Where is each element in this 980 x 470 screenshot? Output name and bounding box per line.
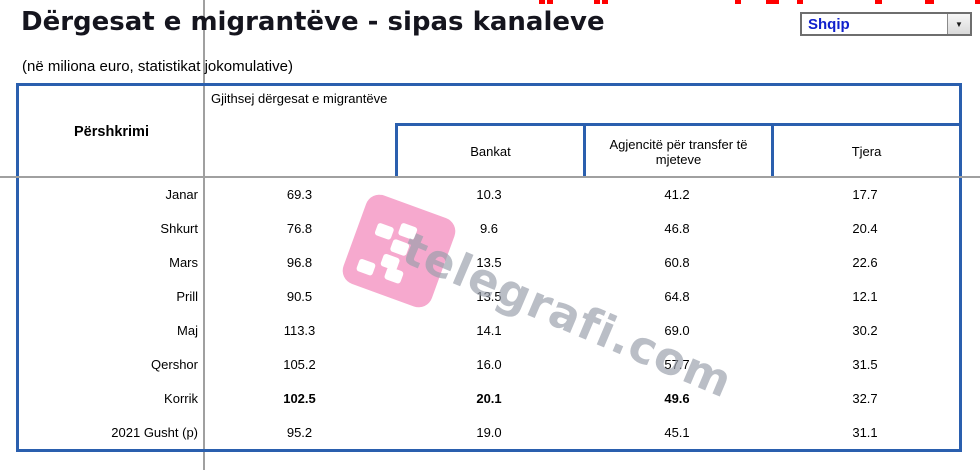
table-row: Korrik 102.5 20.1 49.6 32.7 [19, 381, 959, 415]
red-text-fragment [539, 0, 545, 4]
value-total: 96.8 [286, 254, 313, 270]
month-label: Korrik [164, 390, 198, 406]
value-banks: 14.1 [476, 322, 502, 338]
value-total: 113.3 [283, 322, 316, 338]
value-agencies: 46.8 [664, 220, 690, 236]
value-other: 31.5 [852, 356, 878, 372]
red-text-fragment [602, 0, 608, 4]
language-select[interactable]: Shqip ▼ [800, 12, 972, 36]
value-other: 30.2 [852, 322, 878, 338]
value-agencies: 64.8 [664, 288, 690, 304]
table-body: Janar 69.3 10.3 41.2 17.7 Shkurt 76.8 9.6 46.8 20… [19, 177, 959, 449]
value-banks: 20.1 [476, 390, 502, 406]
value-total: 90.5 [286, 288, 313, 304]
horizontal-gridline [0, 176, 980, 178]
value-banks: 9.6 [479, 220, 499, 236]
table-row: Shkurt 76.8 9.6 46.8 20.4 [19, 211, 959, 245]
column-header-other: Tjera [771, 123, 959, 177]
value-banks: 19.0 [476, 424, 502, 440]
language-select-value: Shqip [808, 15, 850, 33]
vertical-gridline [203, 0, 205, 470]
value-agencies: 60.8 [664, 254, 690, 270]
value-other: 12.1 [852, 288, 878, 304]
red-text-fragment [547, 0, 553, 4]
value-agencies: 41.2 [664, 186, 690, 202]
page-subtitle: (në miliona euro, statistikat jokomulati… [22, 58, 293, 75]
value-total: 102.5 [283, 390, 316, 406]
red-text-fragment [975, 0, 980, 4]
red-text-fragment [797, 0, 803, 4]
value-total: 69.3 [286, 186, 313, 202]
table-row: Prill 90.5 13.5 64.8 12.1 [19, 279, 959, 313]
dropdown-button[interactable]: ▼ [947, 14, 970, 34]
value-agencies: 49.6 [664, 390, 690, 406]
value-banks: 13.5 [476, 288, 502, 304]
red-text-fragment [735, 0, 741, 4]
red-text-fragment [766, 0, 779, 4]
value-other: 31.1 [852, 424, 878, 440]
value-other: 17.7 [852, 186, 878, 202]
month-label: 2021 Gusht (p) [111, 424, 198, 440]
description-column-header: Përshkrimi [74, 123, 149, 140]
value-total: 76.8 [286, 220, 313, 236]
value-agencies: 69.0 [664, 322, 690, 338]
month-label: Shkurt [160, 220, 198, 236]
red-text-fragment [925, 0, 934, 4]
value-other: 32.7 [852, 390, 878, 406]
value-agencies: 57.7 [664, 356, 690, 372]
column-header-banks: Bankat [395, 123, 583, 177]
table-row: 2021 Gusht (p) 95.2 19.0 45.1 31.1 [19, 415, 959, 449]
remittances-table: Përshkrimi Gjithsej dërgesat e migrantëv… [16, 83, 962, 452]
total-group-header: Gjithsej dërgesat e migrantëve [211, 91, 388, 106]
table-row: Maj 113.3 14.1 69.0 30.2 [19, 313, 959, 347]
chevron-down-icon: ▼ [955, 19, 963, 29]
value-banks: 10.3 [476, 186, 502, 202]
value-other: 20.4 [852, 220, 878, 236]
month-label: Qershor [151, 356, 198, 372]
table-row: Janar 69.3 10.3 41.2 17.7 [19, 177, 959, 211]
table-row: Qershor 105.2 16.0 57.7 31.5 [19, 347, 959, 381]
month-label: Maj [177, 322, 198, 338]
table-row: Mars 96.8 13.5 60.8 22.6 [19, 245, 959, 279]
column-header-agencies: Agjencitë për transfer të mjeteve [583, 123, 771, 177]
month-label: Mars [169, 254, 198, 270]
value-other: 22.6 [852, 254, 878, 270]
value-agencies: 45.1 [664, 424, 690, 440]
month-label: Prill [176, 288, 198, 304]
page-title: Dërgesat e migrantëve - sipas kanaleve [21, 7, 605, 37]
red-text-fragment [875, 0, 882, 4]
value-banks: 13.5 [476, 254, 502, 270]
value-total: 105.2 [283, 356, 316, 372]
month-label: Janar [165, 186, 198, 202]
value-total: 95.2 [286, 424, 313, 440]
value-banks: 16.0 [476, 356, 502, 372]
red-text-fragment [594, 0, 600, 4]
